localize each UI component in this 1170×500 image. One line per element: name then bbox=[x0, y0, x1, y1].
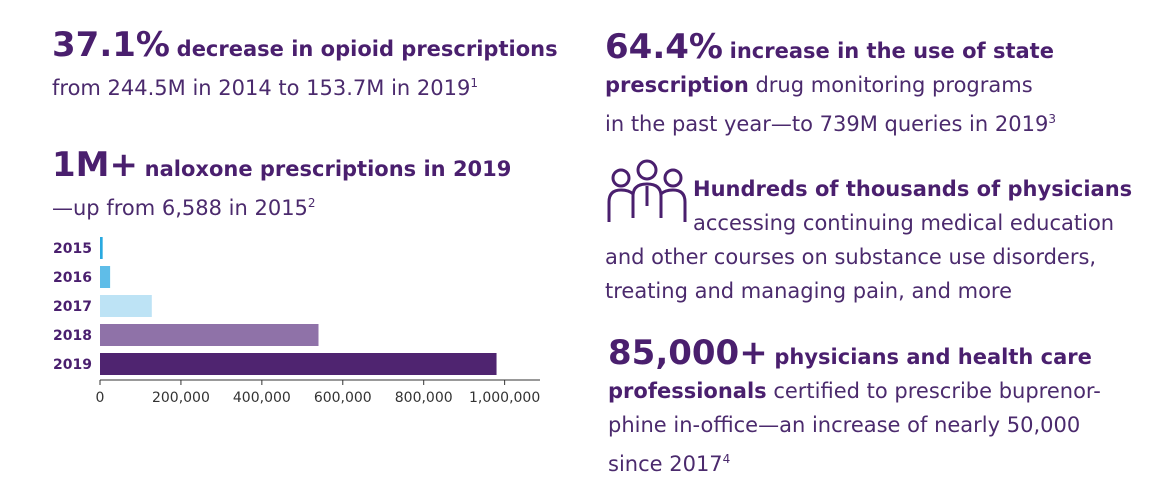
stat: 64.4% increase in the use of state presc… bbox=[605, 30, 1056, 141]
stat-line: drug monitoring programs bbox=[755, 73, 1033, 97]
bar bbox=[100, 324, 319, 346]
stat-headline: Hundreds of thousands of physicians bbox=[693, 177, 1133, 201]
stat-bold-lead: professionals bbox=[608, 379, 767, 403]
x-tick-label: 0 bbox=[96, 390, 105, 406]
stat: 85,000+ physicians and health care profe… bbox=[608, 336, 1101, 481]
stat-line: in the past year—to 739M queries in 2019 bbox=[605, 112, 1049, 136]
stat-line: from 244.5M in 2014 to 153.7M in 2019 bbox=[52, 76, 471, 100]
physicians-icon bbox=[607, 159, 687, 222]
stat: 1M+ naloxone prescriptions in 2019 —up f… bbox=[52, 148, 511, 225]
stat-line: accessing continuing medical education bbox=[693, 211, 1115, 235]
chart: 0 200,000 400,000 600,000 800,000 1,000,000 20… bbox=[53, 237, 540, 406]
bar bbox=[100, 295, 152, 317]
bar bbox=[100, 266, 111, 288]
y-tick-label: 2019 bbox=[53, 357, 92, 373]
stat-number: 1M+ bbox=[52, 145, 138, 185]
footnote: 1 bbox=[470, 76, 478, 90]
x-tick-label: 200,000 bbox=[152, 390, 210, 406]
stat-bold-lead: prescription bbox=[605, 73, 749, 97]
stat-headline: naloxone prescriptions in 2019 bbox=[144, 157, 512, 181]
stat-headline: physicians and health care bbox=[774, 345, 1092, 369]
footnote: 4 bbox=[722, 452, 731, 466]
stat-headline: increase in the use of state bbox=[729, 39, 1054, 63]
stat-number: 64.4% bbox=[605, 27, 723, 67]
bar bbox=[100, 353, 497, 375]
x-tick-label: 600,000 bbox=[314, 390, 372, 406]
y-tick-label: 2016 bbox=[53, 270, 92, 286]
y-tick-label: 2015 bbox=[53, 241, 92, 257]
bar bbox=[100, 237, 103, 259]
stat-number: 85,000+ bbox=[608, 333, 768, 373]
stat-line: —up from 6,588 in 2015 bbox=[52, 196, 308, 220]
stat-line: certified to prescribe buprenor- bbox=[773, 379, 1101, 403]
stat-line: treating and managing pain, and more bbox=[605, 279, 1013, 303]
x-tick-label: 1,000,000 bbox=[469, 390, 540, 406]
y-tick-label: 2018 bbox=[53, 328, 92, 344]
stat: 37.1% decrease in opioid prescriptions f… bbox=[52, 28, 558, 105]
y-tick-label: 2017 bbox=[53, 299, 92, 315]
x-tick-label: 400,000 bbox=[233, 390, 291, 406]
stat-line: and other courses on substance use disor… bbox=[605, 245, 1097, 269]
stat-line: phine in-office—an increase of nearly 50… bbox=[608, 413, 1081, 437]
stat-number: 37.1% bbox=[52, 25, 170, 65]
stat: Hundreds of thousands of physicians acce… bbox=[605, 172, 1132, 308]
footnote: 2 bbox=[307, 196, 316, 210]
footnote: 3 bbox=[1048, 112, 1056, 126]
stat-headline: decrease in opioid prescriptions bbox=[176, 37, 558, 61]
x-tick-label: 800,000 bbox=[395, 390, 453, 406]
stat-line: since 2017 bbox=[608, 452, 723, 476]
